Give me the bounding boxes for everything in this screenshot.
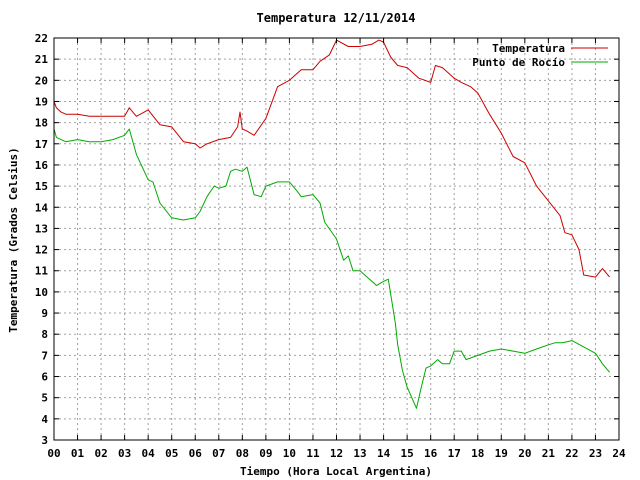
x-tick-label: 15 bbox=[401, 447, 414, 460]
y-tick-label: 11 bbox=[35, 265, 49, 278]
y-tick-label: 4 bbox=[41, 413, 48, 426]
grid-lines bbox=[54, 38, 619, 440]
x-tick-label: 11 bbox=[306, 447, 320, 460]
y-tick-label: 14 bbox=[35, 201, 49, 214]
x-tick-label: 19 bbox=[495, 447, 508, 460]
x-tick-label: 13 bbox=[353, 447, 366, 460]
x-tick-label: 20 bbox=[518, 447, 531, 460]
x-tick-label: 16 bbox=[424, 447, 438, 460]
x-tick-label: 00 bbox=[47, 447, 60, 460]
y-tick-label: 10 bbox=[35, 286, 48, 299]
x-tick-label: 02 bbox=[94, 447, 107, 460]
series-line-punto-de-rocio bbox=[53, 128, 610, 409]
legend-label-punto-de-rocio: Punto de Rocío bbox=[472, 56, 565, 69]
x-tick-label: 08 bbox=[236, 447, 249, 460]
x-axis-label: Tiempo (Hora Local Argentina) bbox=[240, 465, 432, 478]
y-tick-label: 19 bbox=[35, 95, 48, 108]
y-axis: 3 4 5 6 7 8 9 10 11 12 13 14 15 16 17 18 19 20 21 22 bbox=[35, 32, 619, 447]
x-tick-label: 17 bbox=[448, 447, 461, 460]
x-tick-label: 05 bbox=[165, 447, 178, 460]
y-tick-label: 9 bbox=[41, 307, 48, 320]
y-tick-label: 5 bbox=[41, 392, 48, 405]
x-tick-label: 22 bbox=[565, 447, 578, 460]
y-tick-label: 3 bbox=[41, 434, 48, 447]
x-tick-label: 12 bbox=[330, 447, 343, 460]
y-tick-label: 17 bbox=[35, 138, 48, 151]
y-tick-label: 16 bbox=[35, 159, 49, 172]
y-tick-label: 7 bbox=[41, 349, 48, 362]
y-tick-label: 8 bbox=[41, 328, 48, 341]
y-axis-label: Temperatura (Grados Celsius) bbox=[7, 147, 20, 332]
y-tick-label: 13 bbox=[35, 222, 48, 235]
y-tick-label: 12 bbox=[35, 244, 48, 257]
x-tick-label: 01 bbox=[71, 447, 85, 460]
x-tick-label: 10 bbox=[283, 447, 296, 460]
x-tick-label: 09 bbox=[259, 447, 272, 460]
x-tick-label: 07 bbox=[212, 447, 225, 460]
x-tick-label: 14 bbox=[377, 447, 391, 460]
series-line-temperatura bbox=[53, 39, 610, 278]
series-layer bbox=[53, 39, 610, 409]
y-tick-label: 15 bbox=[35, 180, 48, 193]
legend-label-temperatura: Temperatura bbox=[492, 42, 565, 55]
x-tick-label: 03 bbox=[118, 447, 131, 460]
y-tick-label: 20 bbox=[35, 74, 48, 87]
x-tick-label: 21 bbox=[542, 447, 556, 460]
x-tick-label: 06 bbox=[189, 447, 203, 460]
y-tick-label: 6 bbox=[41, 371, 48, 384]
y-tick-label: 22 bbox=[35, 32, 48, 45]
chart-title: Temperatura 12/11/2014 bbox=[257, 11, 416, 25]
x-tick-label: 23 bbox=[589, 447, 602, 460]
y-tick-label: 18 bbox=[35, 117, 48, 130]
x-tick-label: 18 bbox=[471, 447, 484, 460]
x-axis: 00 01 02 03 04 05 06 07 08 09 10 11 12 13 14 15 16 17 18 19… bbox=[47, 38, 626, 460]
x-tick-label: 04 bbox=[142, 447, 156, 460]
x-tick-label: 24 bbox=[612, 447, 626, 460]
y-tick-label: 21 bbox=[35, 53, 49, 66]
